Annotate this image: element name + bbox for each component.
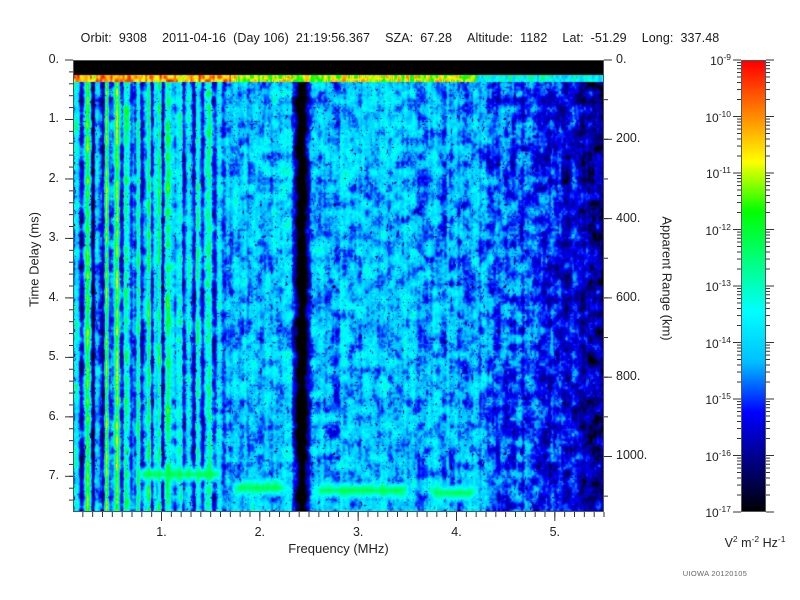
- header-long-label: Long:: [641, 31, 674, 45]
- unit-hz-exponent: -1: [777, 534, 786, 544]
- y-right-tick-label: 0.: [616, 52, 627, 66]
- unit-hz: Hz: [759, 536, 778, 551]
- y-left-tick-label: 7.: [48, 468, 59, 483]
- y-right-tick-label: 800.: [616, 369, 641, 384]
- unit-m-exponent: -2: [751, 534, 760, 544]
- ionogram-plot-area: [73, 60, 604, 512]
- colorbar-tick-label: 10-15: [705, 391, 731, 407]
- y-right-tick-label: 600.: [616, 289, 641, 304]
- colorbar-tick-label: 10-11: [705, 165, 731, 181]
- x-tick-label: 4.: [451, 525, 462, 539]
- header-lat-label: Lat:: [562, 31, 584, 45]
- plot-header: Orbit: 9308 2011-04-16 (Day 106) 21:19:56.36…: [0, 31, 800, 45]
- header-day: (Day 106): [233, 31, 289, 45]
- colorbar-gradient-canvas: [742, 61, 765, 511]
- colorbar: [741, 60, 766, 512]
- colorbar-tick-label: 10-10: [705, 108, 731, 125]
- x-tick-marks: [82, 512, 605, 521]
- x-tick-label: 3.: [352, 525, 364, 539]
- y-axis-left-title: Time Delay (ms): [26, 212, 42, 307]
- y-right-tick-label: 400.: [616, 210, 641, 225]
- y-axis-right-title: Apparent Range (km): [659, 216, 675, 341]
- y-right-tick-marks: [604, 59, 612, 497]
- y-left-tick-label: 6.: [48, 408, 59, 423]
- header-altitude-label: Altitude:: [467, 31, 514, 45]
- y-left-tick-label: 2.: [48, 170, 59, 185]
- y-left-tick-marks: [65, 59, 73, 501]
- ionogram-heatmap-canvas: [74, 61, 603, 511]
- x-tick-label: 2.: [254, 525, 266, 539]
- y-left-tick-label: 0.: [48, 52, 59, 66]
- header-orbit-value: 9308: [118, 31, 148, 45]
- colorbar-unit-label: V2 m-2 Hz-1: [660, 534, 800, 550]
- footer-credit: UIOWA 20120105: [682, 569, 748, 578]
- y-left-tick-label: 1.: [48, 111, 59, 126]
- y-left-tick-label: 5.: [48, 349, 59, 364]
- header-long-value: 337.48: [680, 31, 720, 45]
- unit-v: V: [724, 536, 733, 551]
- header-lat-value: -51.29: [590, 31, 627, 45]
- header-date: 2011-04-16: [162, 31, 227, 45]
- y-right-tick-label: 200.: [616, 131, 641, 146]
- header-altitude-value: 1182: [520, 31, 548, 45]
- header-sza-label: SZA:: [385, 31, 414, 45]
- colorbar-tick-label: 10-13: [705, 278, 731, 294]
- x-axis-title: Frequency (MHz): [288, 541, 389, 556]
- y-left-tick-label: 3.: [48, 230, 59, 245]
- header-time: 21:19:56.367: [295, 31, 371, 45]
- colorbar-left-tick-marks: [733, 59, 741, 513]
- colorbar-tick-label: 10-14: [705, 334, 731, 351]
- colorbar-right-tick-marks: [766, 59, 774, 513]
- y-right-tick-label: 1000.: [616, 448, 648, 463]
- unit-v-exponent: 2: [732, 534, 738, 544]
- x-tick-label: 1.: [156, 525, 167, 539]
- header-sza-value: 67.28: [420, 31, 453, 45]
- colorbar-tick-label: 10-16: [705, 447, 731, 464]
- x-tick-label: 5.: [549, 525, 561, 539]
- header-orbit-label: Orbit:: [80, 31, 112, 45]
- unit-m: m: [737, 536, 752, 551]
- colorbar-tick-label: 10-12: [705, 221, 731, 238]
- colorbar-tick-label: 10-9: [710, 52, 731, 68]
- colorbar-tick-label: 10-17: [705, 504, 731, 520]
- y-left-tick-label: 4.: [48, 289, 59, 304]
